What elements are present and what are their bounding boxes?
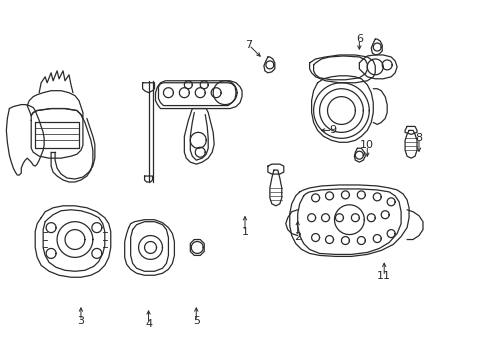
Text: 11: 11 <box>376 271 390 281</box>
Text: 7: 7 <box>245 40 252 50</box>
Text: 4: 4 <box>144 319 152 329</box>
Text: 6: 6 <box>355 34 362 44</box>
Text: 9: 9 <box>328 125 335 135</box>
Text: 8: 8 <box>415 133 422 143</box>
Text: 10: 10 <box>360 140 373 150</box>
Text: 2: 2 <box>294 231 301 242</box>
Text: 3: 3 <box>77 316 84 326</box>
Text: 5: 5 <box>192 316 200 326</box>
Text: 1: 1 <box>241 226 248 237</box>
